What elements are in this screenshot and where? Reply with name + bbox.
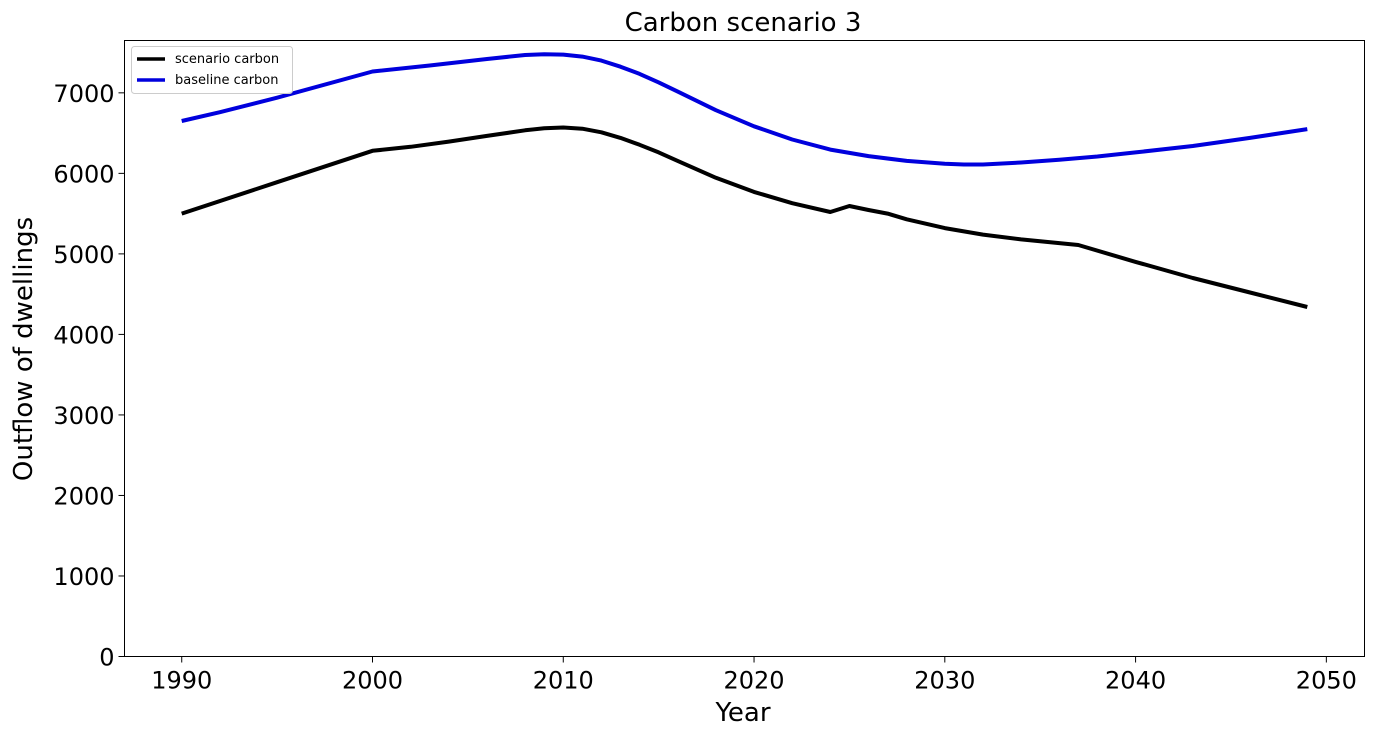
legend-box xyxy=(131,46,293,94)
x-axis-ticks: 1990 2000 2010 2020 2030 2040 2050 xyxy=(151,656,1357,695)
x-tick-label: 2010 xyxy=(533,667,594,695)
series-layer xyxy=(181,52,1308,309)
x-tick-label: 2020 xyxy=(723,667,784,695)
y-axis-ticks: 0 1000 2000 3000 4000 5000 6000 7000 xyxy=(53,80,125,672)
legend: scenario carbon baseline carbon xyxy=(131,46,293,94)
legend-label-scenario-carbon: scenario carbon xyxy=(175,52,279,67)
chart-title: Carbon scenario 3 xyxy=(625,8,862,38)
y-tick-label: 1000 xyxy=(53,563,114,591)
x-axis-label: Year xyxy=(714,698,770,728)
x-tick-label: 2030 xyxy=(914,667,975,695)
legend-label-baseline-carbon: baseline carbon xyxy=(175,73,279,88)
y-tick-label: 0 xyxy=(99,644,114,672)
series-line-baseline-carbon xyxy=(181,52,1308,167)
x-tick-label: 2050 xyxy=(1296,667,1357,695)
x-tick-label: 2040 xyxy=(1105,667,1166,695)
y-tick-label: 4000 xyxy=(53,321,114,349)
y-tick-label: 2000 xyxy=(53,482,114,510)
y-tick-label: 3000 xyxy=(53,402,114,430)
series-line-scenario-carbon xyxy=(181,125,1308,309)
y-tick-label: 7000 xyxy=(53,80,114,108)
y-tick-label: 5000 xyxy=(53,241,114,269)
plot-area xyxy=(124,40,1365,657)
y-axis-label: Outflow of dwellings xyxy=(9,217,39,481)
x-tick-label: 2000 xyxy=(342,667,403,695)
y-tick-label: 6000 xyxy=(53,160,114,188)
x-tick-label: 1990 xyxy=(151,667,212,695)
